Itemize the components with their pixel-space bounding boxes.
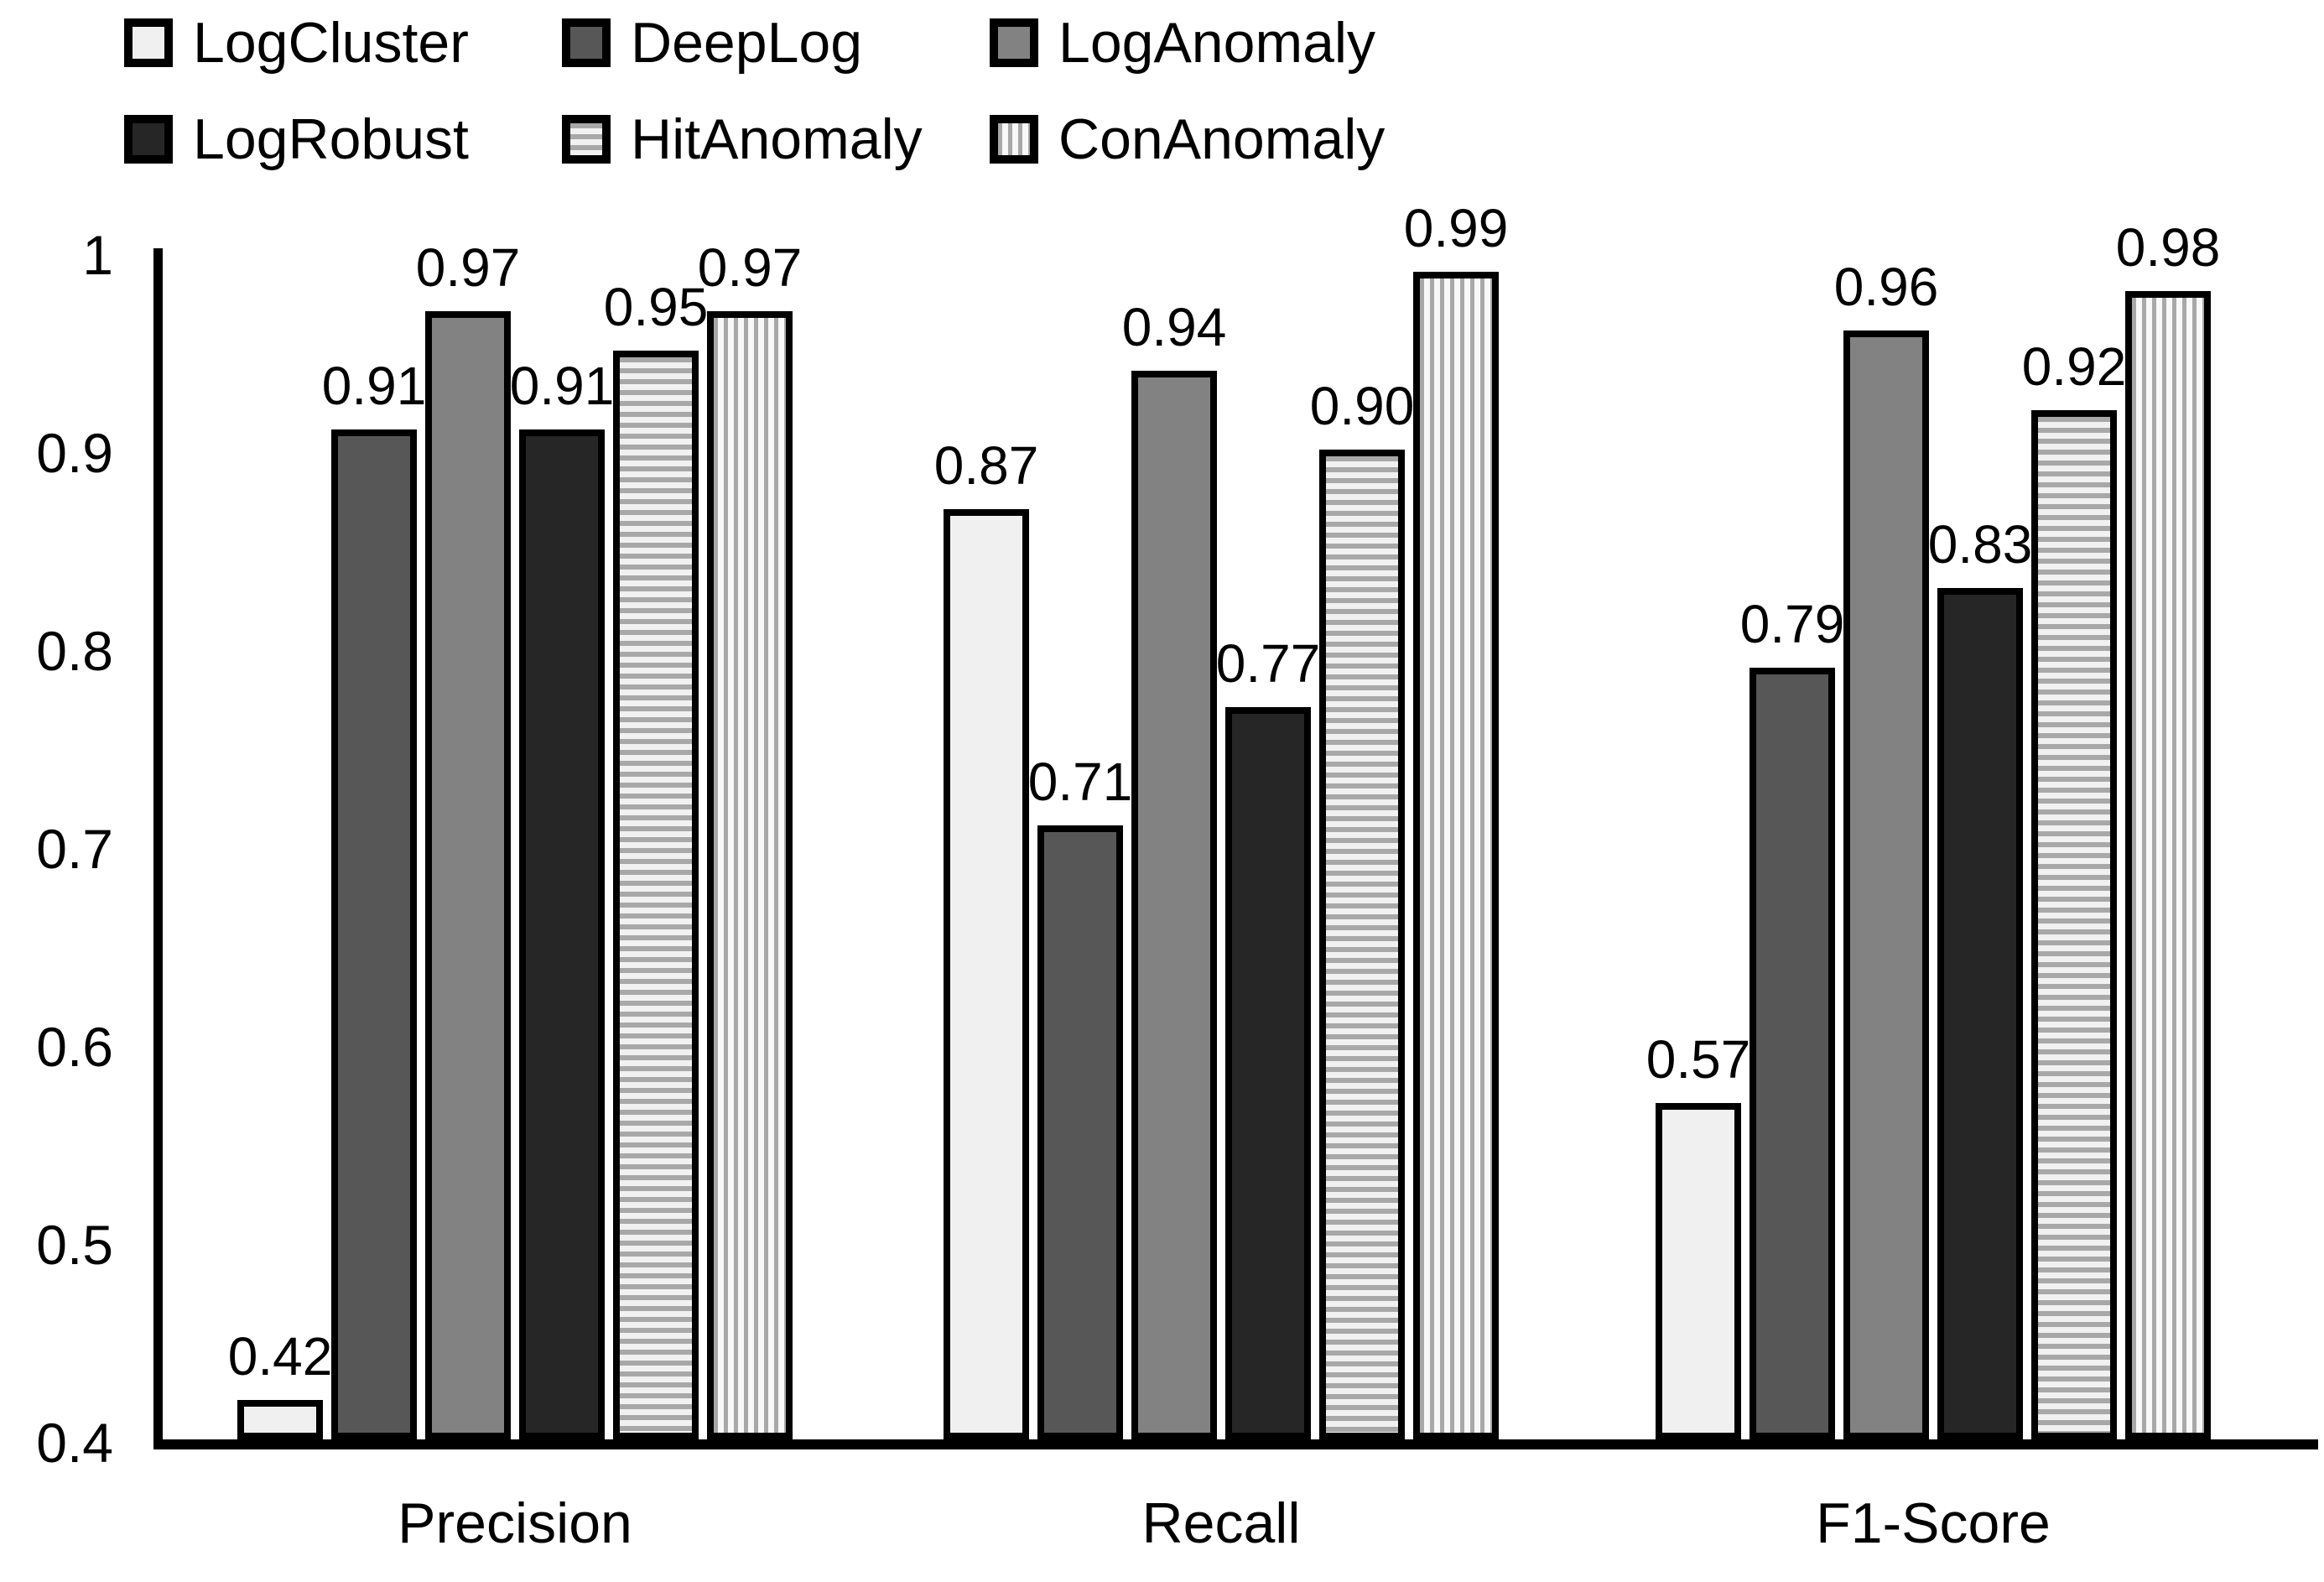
y-axis-tick-label: 0.9 xyxy=(36,422,113,484)
bar-hitanomaly-precision xyxy=(613,351,699,1439)
x-axis-category-label-f1-score: F1-Score xyxy=(1816,1491,2051,1555)
bar-value-label-logrobust-precision: 0.91 xyxy=(509,356,615,417)
legend-swatch-loganomaly xyxy=(990,18,1038,67)
legend-item-loganomaly: LogAnomaly xyxy=(990,11,1376,75)
bar-conanomaly-f1-score xyxy=(2125,291,2211,1439)
bar-value-label-conanomaly-recall: 0.99 xyxy=(1403,197,1509,258)
bar-value-label-deeplog-precision: 0.91 xyxy=(321,356,427,417)
bar-value-label-deeplog-f1-score: 0.79 xyxy=(1739,593,1845,654)
bar-deeplog-precision xyxy=(331,429,417,1439)
legend-label: ConAnomaly xyxy=(1058,107,1386,171)
bar-logcluster-recall xyxy=(944,508,1029,1439)
legend-item-conanomaly: ConAnomaly xyxy=(990,107,1386,171)
bar-value-label-loganomaly-recall: 0.94 xyxy=(1121,296,1227,357)
bar-value-label-conanomaly-precision: 0.97 xyxy=(697,237,803,298)
bar-value-label-logrobust-f1-score: 0.83 xyxy=(1927,514,2033,575)
bar-deeplog-recall xyxy=(1037,825,1123,1439)
x-axis-category-label-precision: Precision xyxy=(398,1491,632,1555)
legend-label: LogRobust xyxy=(193,107,469,171)
bar-loganomaly-precision xyxy=(425,310,511,1439)
bar-logcluster-precision xyxy=(237,1399,323,1439)
legend-label: LogAnomaly xyxy=(1058,11,1376,75)
bar-loganomaly-recall xyxy=(1131,370,1217,1439)
x-axis-category-label-recall: Recall xyxy=(1141,1491,1301,1555)
legend-item-deeplog: DeepLog xyxy=(562,11,863,75)
legend-item-logrobust: LogRobust xyxy=(124,107,469,171)
bar-hitanomaly-f1-score xyxy=(2031,409,2117,1439)
legend-swatch-logrobust xyxy=(124,115,173,164)
legend-item-logcluster: LogCluster xyxy=(124,11,469,75)
bar-logrobust-f1-score xyxy=(1937,588,2023,1439)
bar-value-label-logcluster-f1-score: 0.57 xyxy=(1646,1028,1751,1090)
legend-label: DeepLog xyxy=(631,11,863,75)
y-axis-line xyxy=(153,248,163,1449)
legend-label: LogCluster xyxy=(193,11,469,75)
bar-value-label-hitanomaly-precision: 0.95 xyxy=(603,277,709,337)
bar-hitanomaly-recall xyxy=(1319,450,1405,1439)
bar-conanomaly-precision xyxy=(707,310,793,1439)
legend-label: HitAnomaly xyxy=(631,107,923,171)
y-axis-tick-label: 0.8 xyxy=(36,620,113,682)
legend-swatch-conanomaly xyxy=(990,115,1038,164)
legend-swatch-logcluster xyxy=(124,18,173,67)
bar-value-label-logrobust-recall: 0.77 xyxy=(1215,632,1321,694)
bar-deeplog-f1-score xyxy=(1749,667,1835,1439)
bar-conanomaly-recall xyxy=(1413,271,1499,1439)
legend-swatch-hitanomaly xyxy=(562,115,611,164)
legend-item-hitanomaly: HitAnomaly xyxy=(562,107,923,171)
bar-value-label-loganomaly-precision: 0.97 xyxy=(415,237,521,298)
bar-logcluster-f1-score xyxy=(1656,1102,1741,1439)
bar-logrobust-recall xyxy=(1225,706,1311,1439)
bar-value-label-conanomaly-f1-score: 0.98 xyxy=(2115,217,2221,278)
y-axis-tick-label: 0.5 xyxy=(36,1214,113,1276)
bar-logrobust-precision xyxy=(519,429,605,1439)
y-axis-tick-label: 1 xyxy=(82,224,113,286)
bar-value-label-logcluster-precision: 0.42 xyxy=(227,1325,333,1387)
bar-value-label-logcluster-recall: 0.87 xyxy=(933,435,1039,496)
y-axis-tick-label: 0.4 xyxy=(36,1412,113,1474)
bar-value-label-hitanomaly-recall: 0.90 xyxy=(1309,376,1415,436)
y-axis-tick-label: 0.7 xyxy=(36,818,113,880)
legend-swatch-deeplog xyxy=(562,18,611,67)
bar-value-label-loganomaly-f1-score: 0.96 xyxy=(1833,257,1939,318)
bar-loganomaly-f1-score xyxy=(1843,330,1929,1439)
x-axis-baseline xyxy=(153,1439,2318,1449)
y-axis-tick-label: 0.6 xyxy=(36,1016,113,1078)
bar-value-label-deeplog-recall: 0.71 xyxy=(1027,752,1133,813)
bar-value-label-hitanomaly-f1-score: 0.92 xyxy=(2021,336,2127,397)
